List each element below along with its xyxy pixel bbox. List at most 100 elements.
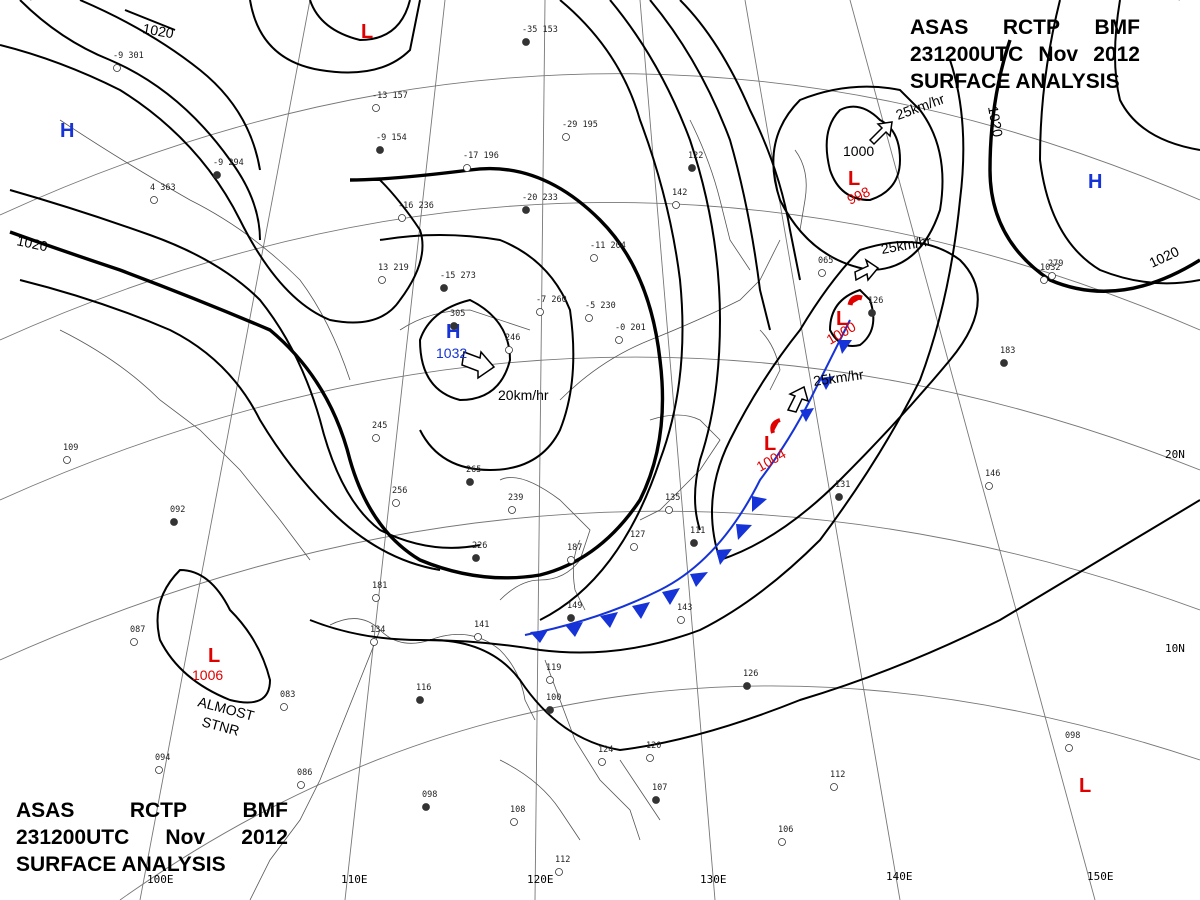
lon-label: 100E: [147, 873, 174, 886]
station-marker: [130, 638, 138, 646]
station-plots: -35 153 -9 301 -13 157 -9 154 -29 195 -17 196…: [63, 25, 1080, 876]
station-marker: [372, 434, 380, 442]
station-marker: [378, 276, 386, 284]
station-marker: [440, 284, 448, 292]
header-time: 231200UTC: [16, 826, 130, 849]
coordinate-labels: 20N 10N 110E 120E 130E 140E 150E 100E: [147, 448, 1185, 886]
station-data-label: -20 233: [522, 193, 558, 203]
station-marker: [510, 818, 518, 826]
header-month: Nov: [1038, 43, 1079, 66]
station-data-label: 183: [1000, 346, 1015, 356]
station-marker: [522, 206, 530, 214]
station-data-label: 141: [474, 620, 489, 630]
movement-arrow: [854, 258, 880, 282]
station-data-label: 098: [1065, 731, 1080, 741]
station-data-label: 100: [546, 693, 561, 703]
station-marker: [505, 346, 513, 354]
system-symbol: L: [764, 433, 776, 455]
station-data-label: 13 219: [378, 263, 409, 273]
station-marker: [398, 214, 406, 222]
station-data-label: 120: [646, 741, 661, 751]
station-marker: [372, 594, 380, 602]
station-data-label: 279: [1048, 259, 1063, 269]
station-marker: [376, 146, 384, 154]
station-marker: [63, 456, 71, 464]
station-data-label: 108: [510, 805, 525, 815]
movement-arrow: [786, 385, 810, 413]
station-marker: [297, 781, 305, 789]
system-symbol: L: [1079, 775, 1091, 797]
movement-arrow: [868, 121, 893, 146]
lon-label: 130E: [700, 873, 727, 886]
lon-label: 150E: [1087, 870, 1114, 883]
station-data-label: -11 204: [590, 241, 626, 251]
station-marker: [463, 164, 471, 172]
station-marker: [392, 499, 400, 507]
station-marker: [113, 64, 121, 72]
station-marker: [665, 506, 673, 514]
lon-label: 110E: [341, 873, 368, 886]
station-marker: [422, 803, 430, 811]
station-data-label: 122: [688, 151, 703, 161]
header-title: SURFACE ANALYSIS: [910, 70, 1120, 93]
station-marker: [416, 696, 424, 704]
station-data-label: 126: [868, 296, 883, 306]
station-data-label: 106: [778, 825, 793, 835]
station-marker: [546, 676, 554, 684]
header-line-2: 231200UTC Nov 2012: [16, 824, 288, 851]
station-data-label: 149: [567, 601, 582, 611]
station-marker: [677, 616, 685, 624]
station-data-label: 1032: [1040, 263, 1060, 273]
header-code-rctp: RCTP: [1002, 16, 1061, 39]
station-marker: [646, 754, 654, 762]
system-symbol: L: [208, 645, 220, 667]
header-time: 231200UTC: [910, 43, 1024, 66]
header-title: SURFACE ANALYSIS: [16, 853, 226, 876]
station-marker: [213, 171, 221, 179]
station-marker: [567, 614, 575, 622]
station-data-label: 181: [372, 581, 387, 591]
station-data-label: 135: [665, 493, 680, 503]
isobar-label: 1000: [843, 143, 874, 159]
station-data-label: 143: [677, 603, 692, 613]
station-data-label: 239: [508, 493, 523, 503]
station-marker: [985, 482, 993, 490]
header-year: 2012: [1093, 43, 1140, 66]
station-data-label: 116: [416, 683, 431, 693]
station-data-label: -17 196: [463, 151, 499, 161]
header-code-asas: ASAS: [910, 16, 969, 39]
speed-label: 25km/hr: [812, 366, 865, 389]
station-data-label: 146: [985, 469, 1000, 479]
station-data-label: -13 157: [372, 91, 408, 101]
station-data-label: 187: [567, 543, 582, 553]
station-data-label: 086: [297, 768, 312, 778]
header-code-asas: ASAS: [16, 799, 75, 822]
station-data-label: 246: [505, 333, 520, 343]
station-marker: [652, 796, 660, 804]
station-data-label: 305: [450, 309, 465, 319]
station-marker: [1048, 272, 1056, 280]
station-data-label: 098: [422, 790, 437, 800]
station-marker: [868, 309, 876, 317]
station-data-label: 134: [370, 625, 385, 635]
station-data-label: 065: [818, 256, 833, 266]
station-data-label: 226: [472, 541, 487, 551]
station-data-label: -35 153: [522, 25, 558, 35]
station-marker: [672, 201, 680, 209]
header-line-1: ASAS RCTP BMF: [910, 14, 1140, 41]
station-marker: [150, 196, 158, 204]
station-data-label: -15 273: [440, 271, 476, 281]
station-data-label: 112: [830, 770, 845, 780]
station-marker: [778, 838, 786, 846]
movement-arrow: [461, 350, 496, 380]
station-marker: [472, 554, 480, 562]
station-marker: [630, 543, 638, 551]
station-marker: [555, 868, 563, 876]
station-data-label: -9 301: [113, 51, 144, 61]
station-data-label: 4 363: [150, 183, 176, 193]
speed-label: 20km/hr: [498, 387, 549, 403]
header-line-3: SURFACE ANALYSIS: [16, 851, 288, 878]
station-data-label: 245: [372, 421, 387, 431]
station-data-label: 092: [170, 505, 185, 515]
